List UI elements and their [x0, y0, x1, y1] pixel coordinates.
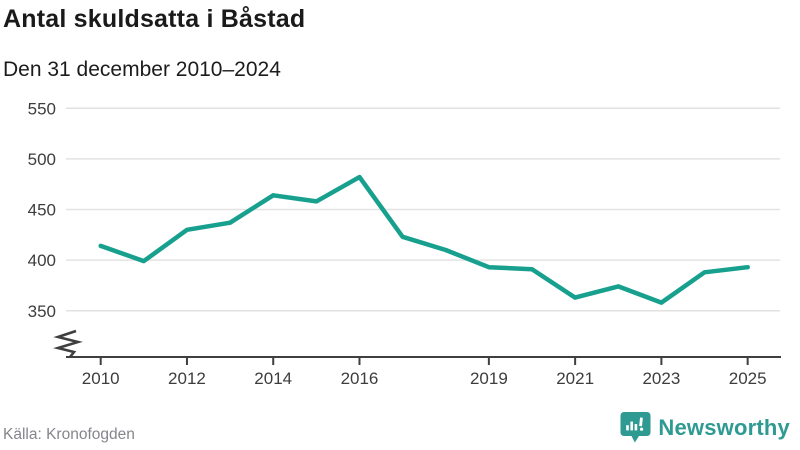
chart-subtitle: Den 31 december 2010–2024 — [3, 58, 281, 81]
newsworthy-logo[interactable]: Newsworthy — [620, 411, 790, 444]
x-tick-label: 2021 — [556, 369, 594, 388]
x-tick-label: 2016 — [341, 369, 379, 388]
chart-title: Antal skuldsatta i Båstad — [3, 5, 306, 33]
y-tick-label: 450 — [28, 201, 56, 220]
source-note: Källa: Kronofogden — [3, 426, 135, 443]
y-tick-label: 500 — [28, 150, 56, 169]
data-line — [98, 174, 750, 305]
x-tick-label: 2023 — [642, 369, 680, 388]
y-tick-label: 350 — [28, 302, 56, 321]
x-tick-label: 2010 — [82, 369, 120, 388]
x-tick-label: 2019 — [470, 369, 508, 388]
x-tick-label: 2025 — [729, 369, 767, 388]
y-tick-label: 550 — [28, 99, 56, 118]
x-tick-label: 2012 — [168, 369, 206, 388]
x-tick-label: 2014 — [254, 369, 292, 388]
axis-break-icon — [53, 329, 83, 358]
brand-name: Newsworthy — [658, 414, 790, 440]
newsworthy-bubble-icon — [620, 412, 651, 443]
y-tick-label: 400 — [28, 251, 56, 270]
